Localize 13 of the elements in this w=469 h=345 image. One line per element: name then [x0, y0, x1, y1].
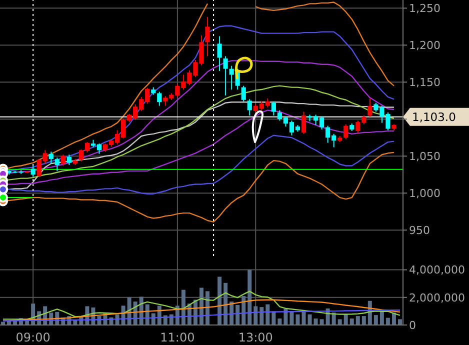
y-tick-label: 1,250 — [409, 2, 440, 16]
y-tick-label: 1,050 — [409, 150, 440, 164]
y-tick-label: 1,200 — [409, 39, 440, 52]
x-tick-label: 11:00 — [160, 330, 195, 345]
x-tick-label: 13:00 — [238, 330, 273, 345]
y-tick-label: 4,000,000 — [409, 264, 465, 277]
y-tick-label: 2,000,000 — [409, 291, 465, 304]
y-tick-label: 950 — [409, 224, 430, 238]
ref-line-label: 1,103.0 — [412, 110, 456, 124]
x-tick-label: 09:00 — [16, 330, 50, 345]
y-tick-label: 1,150 — [409, 76, 440, 90]
y-tick-label: 0 — [409, 318, 416, 332]
y-tick-label: 1,000 — [409, 187, 440, 200]
